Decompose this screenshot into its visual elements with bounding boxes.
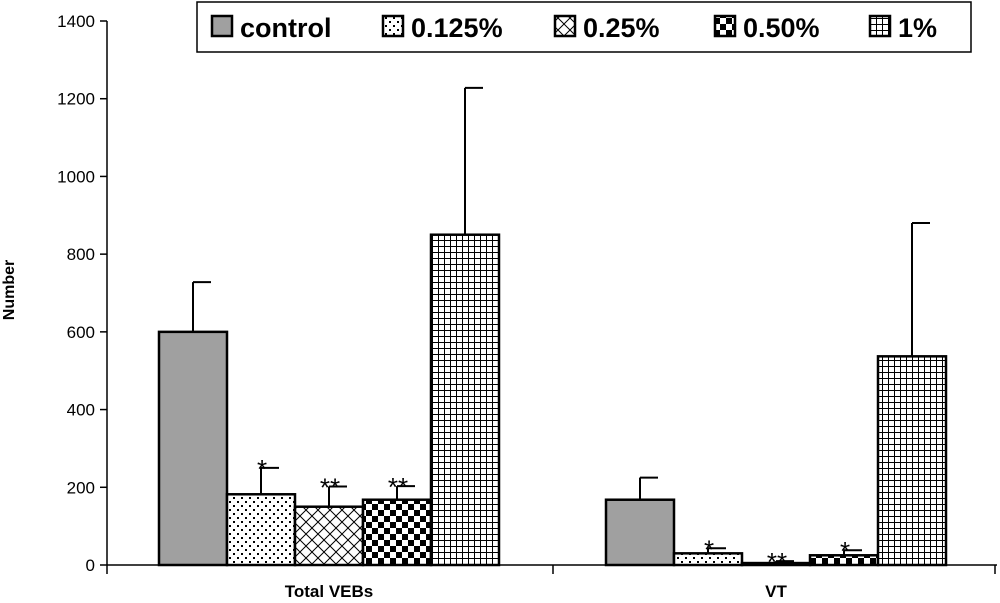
legend-label: control: [240, 13, 332, 43]
legend-swatch: [381, 14, 405, 38]
y-axis: 0 200 400 600 800 1000 1200 1400: [57, 12, 108, 575]
y-tick-label: 800: [67, 245, 95, 264]
bar: [429, 233, 501, 567]
y-axis-label: Number: [1, 260, 18, 320]
legend-box: [196, 1, 972, 53]
legend-label: 0.125%: [411, 13, 503, 43]
significance-label: *: [257, 454, 267, 484]
y-tick-label: 0: [86, 556, 95, 575]
y-tick-label: 200: [67, 478, 95, 497]
x-axis: Total VEBs VT: [106, 564, 997, 601]
legend-swatch: [553, 14, 577, 38]
legend-label: 0.50%: [743, 13, 820, 43]
significance-label: **: [767, 547, 787, 577]
y-tick-label: 1200: [57, 90, 95, 109]
y-tick-label: 400: [67, 401, 95, 420]
bar: [293, 505, 365, 567]
bar: [876, 355, 948, 567]
y-tick-label: 1000: [57, 167, 95, 186]
bar: [157, 330, 229, 567]
legend-swatch: [868, 14, 892, 38]
legend: control 0.125% 0.25% 0.50% 1%: [196, 1, 972, 53]
significance-label: **: [320, 473, 340, 503]
bars-group: *** *** ** *: [157, 86, 948, 577]
significance-label: **: [388, 472, 408, 502]
significance-label: *: [840, 536, 850, 566]
y-tick-label: 600: [67, 323, 95, 342]
legend-swatch: [713, 14, 737, 38]
legend-label: 0.25%: [583, 13, 660, 43]
legend-swatch: [210, 14, 234, 38]
x-category-label: Total VEBs: [285, 582, 373, 601]
x-category-label: VT: [765, 582, 787, 601]
significance-label: *: [704, 534, 714, 564]
bar: [672, 552, 744, 567]
bar: [604, 498, 676, 567]
bar: [225, 493, 297, 567]
y-tick-label: 1400: [57, 12, 95, 31]
bar: [361, 498, 433, 567]
legend-label: 1%: [898, 13, 937, 43]
